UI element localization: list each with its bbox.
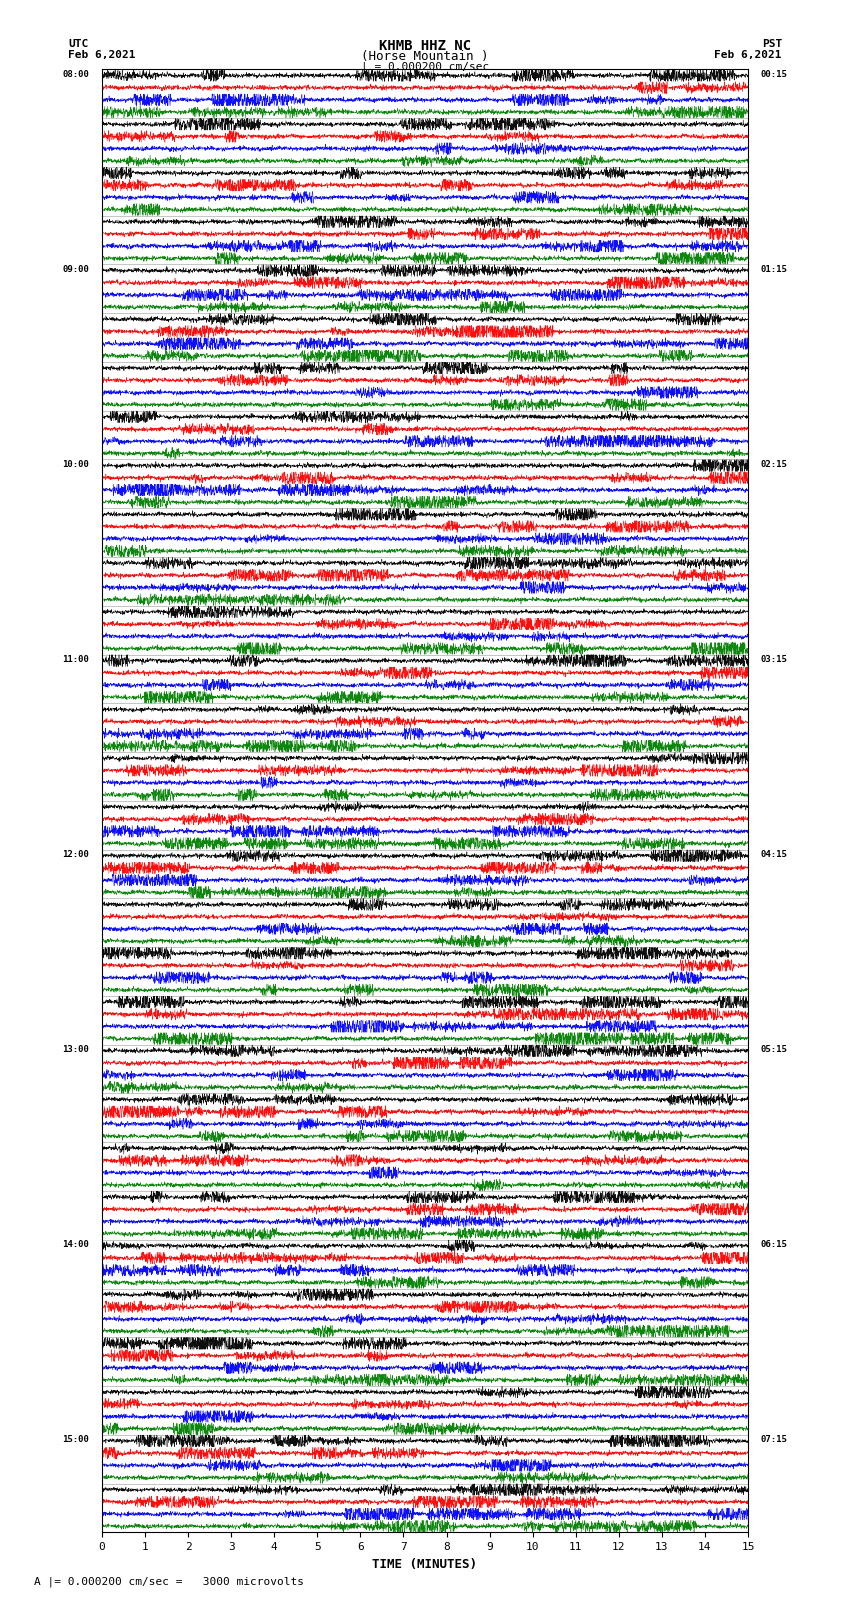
Text: 07:15: 07:15	[761, 1436, 788, 1444]
Text: 13:00: 13:00	[62, 1045, 89, 1055]
Text: (Horse Mountain ): (Horse Mountain )	[361, 50, 489, 63]
Text: Feb 6,2021: Feb 6,2021	[68, 50, 135, 60]
Text: 10:00: 10:00	[62, 460, 89, 469]
X-axis label: TIME (MINUTES): TIME (MINUTES)	[372, 1558, 478, 1571]
Text: | = 0.000200 cm/sec: | = 0.000200 cm/sec	[361, 61, 489, 73]
Text: 03:15: 03:15	[761, 655, 788, 665]
Text: 09:00: 09:00	[62, 265, 89, 274]
Text: 12:00: 12:00	[62, 850, 89, 860]
Text: 11:00: 11:00	[62, 655, 89, 665]
Text: 02:15: 02:15	[761, 460, 788, 469]
Text: KHMB HHZ NC: KHMB HHZ NC	[379, 39, 471, 53]
Text: 01:15: 01:15	[761, 265, 788, 274]
Text: 08:00: 08:00	[62, 69, 89, 79]
Text: Feb 6,2021: Feb 6,2021	[715, 50, 782, 60]
Text: A |= 0.000200 cm/sec =   3000 microvolts: A |= 0.000200 cm/sec = 3000 microvolts	[34, 1576, 304, 1587]
Text: UTC: UTC	[68, 39, 88, 48]
Text: 05:15: 05:15	[761, 1045, 788, 1055]
Text: 14:00: 14:00	[62, 1240, 89, 1250]
Text: PST: PST	[762, 39, 782, 48]
Text: 04:15: 04:15	[761, 850, 788, 860]
Text: 00:15: 00:15	[761, 69, 788, 79]
Text: 15:00: 15:00	[62, 1436, 89, 1444]
Text: 06:15: 06:15	[761, 1240, 788, 1250]
